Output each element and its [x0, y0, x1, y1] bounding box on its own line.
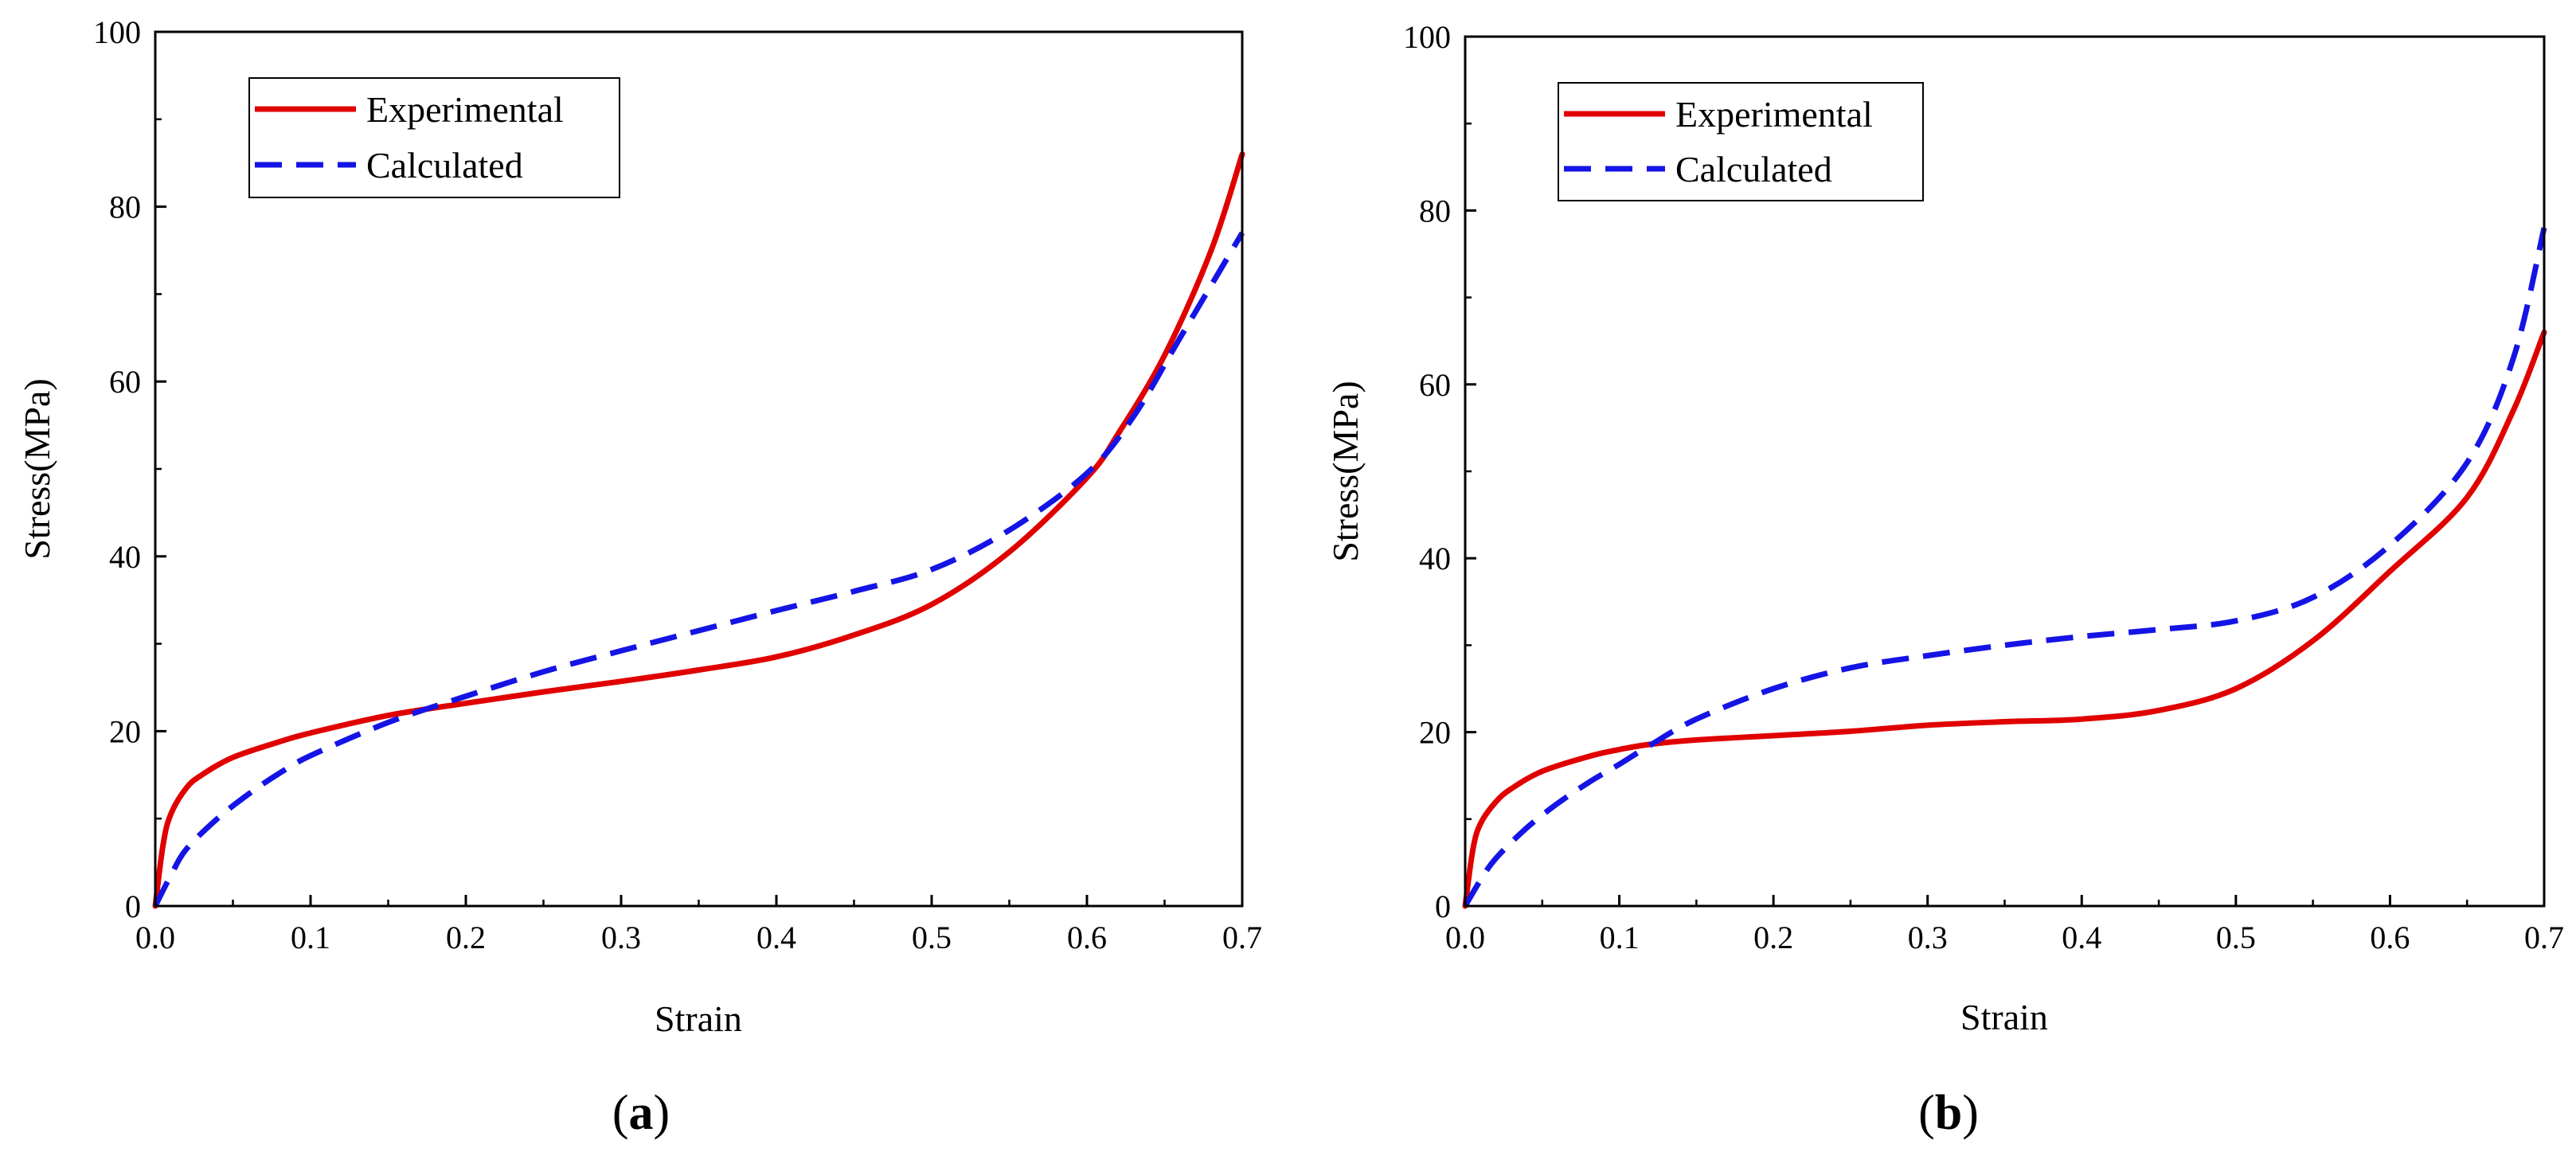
plot-area-b: 0.0 0.1 0.2 0.3 0.4 0.5 0.6 0.7 0 20 40 60 80 100	[1403, 19, 2564, 955]
x-tick-label-a-7: 0.7	[1222, 920, 1262, 955]
y-tick-labels-b: 0 20 40 60 80 100	[1403, 19, 1451, 924]
x-tick-label-b-4: 0.4	[2062, 920, 2101, 955]
legend-box-a	[248, 77, 620, 198]
legend-label-experimental-b: Experimental	[1675, 94, 1873, 135]
series-lines-a	[152, 151, 1245, 909]
plot-frame-b	[1464, 35, 2546, 908]
panel-label-b-letter: b	[1935, 1086, 1962, 1140]
panel-label-b-close: )	[1962, 1086, 1979, 1140]
panel-label-a: (a)	[612, 1086, 670, 1140]
x-tick-label-a-1: 0.1	[291, 920, 330, 955]
y-tick-labels-a: 0 20 40 60 80 100	[93, 14, 141, 924]
series-line-experimental-b	[1462, 329, 2547, 909]
x-tick-label-b-7: 0.7	[2524, 920, 2564, 955]
x-tick-marks-b	[1464, 895, 2546, 906]
x-tick-label-a-0: 0.0	[135, 920, 175, 955]
legend-b: Experimental Calculated	[1558, 82, 1924, 201]
legend-label-calculated-a: Calculated	[366, 145, 523, 186]
legend-label-experimental-a: Experimental	[366, 89, 564, 130]
chart-panel-b: 0.0 0.1 0.2 0.3 0.4 0.5 0.6 0.7 0 20 40 60 80 100 St…	[1325, 19, 2564, 1140]
x-tick-label-b-0: 0.0	[1445, 920, 1485, 955]
plot-area-a: 0.0 0.1 0.2 0.3 0.4 0.5 0.6 0.7 0 20 40 60 80 100	[93, 14, 1262, 955]
panel-label-b-open: (	[1918, 1086, 1935, 1140]
x-tick-labels-b: 0.0 0.1 0.2 0.3 0.4 0.5 0.6 0.7	[1445, 920, 2564, 955]
legend-a: Experimental Calculated	[248, 77, 620, 198]
x-tick-label-b-1: 0.1	[1600, 920, 1640, 955]
x-axis-title-a: Strain	[655, 998, 742, 1039]
y-tick-marks-a	[155, 30, 166, 908]
x-tick-label-b-2: 0.2	[1753, 920, 1793, 955]
legend-label-calculated-b: Calculated	[1675, 149, 1832, 189]
y-tick-label-b-4: 80	[1419, 193, 1451, 228]
x-tick-label-b-6: 0.6	[2370, 920, 2410, 955]
x-tick-marks-a	[154, 895, 1244, 906]
series-line-experimental-a	[152, 151, 1245, 909]
y-tick-label-b-3: 60	[1419, 367, 1451, 403]
x-axis-title-b: Strain	[1960, 997, 2048, 1037]
y-tick-label-a-5: 100	[93, 14, 141, 50]
y-tick-label-b-2: 40	[1419, 541, 1451, 576]
panel-label-a-open: (	[612, 1086, 629, 1140]
x-tick-label-a-4: 0.4	[756, 920, 796, 955]
series-line-calculated-a	[152, 231, 1245, 908]
panel-label-b: (b)	[1918, 1086, 1979, 1140]
x-tick-label-a-5: 0.5	[912, 920, 952, 955]
x-tick-label-b-5: 0.5	[2216, 920, 2256, 955]
plot-frame-a	[154, 30, 1244, 908]
x-tick-label-a-6: 0.6	[1067, 920, 1107, 955]
x-tick-labels-a: 0.0 0.1 0.2 0.3 0.4 0.5 0.6 0.7	[135, 920, 1262, 955]
legend-box-b	[1558, 82, 1924, 201]
y-tick-label-a-2: 40	[109, 539, 141, 575]
chart-panel-a: 0.0 0.1 0.2 0.3 0.4 0.5 0.6 0.7 0 20 40 60 80 100 St…	[17, 14, 1262, 1140]
panel-label-a-close: )	[654, 1086, 670, 1140]
y-tick-label-a-0: 0	[125, 889, 141, 924]
x-tick-label-b-3: 0.3	[1908, 920, 1948, 955]
y-tick-label-a-4: 80	[109, 189, 141, 225]
y-tick-label-a-3: 60	[109, 364, 141, 400]
y-tick-label-a-1: 20	[109, 713, 141, 749]
y-tick-marks-b	[1465, 35, 1476, 908]
y-tick-label-b-1: 20	[1419, 715, 1451, 751]
series-line-calculated-b	[1462, 227, 2547, 908]
y-tick-label-b-0: 0	[1435, 889, 1451, 924]
panel-label-a-letter: a	[629, 1086, 654, 1140]
y-axis-title-b: Stress(MPa)	[1325, 381, 1366, 561]
series-lines-b	[1462, 227, 2547, 909]
y-axis-title-a: Stress(MPa)	[17, 378, 57, 559]
x-tick-label-a-2: 0.2	[446, 920, 486, 955]
x-tick-label-a-3: 0.3	[601, 920, 641, 955]
y-tick-label-b-5: 100	[1403, 19, 1451, 55]
